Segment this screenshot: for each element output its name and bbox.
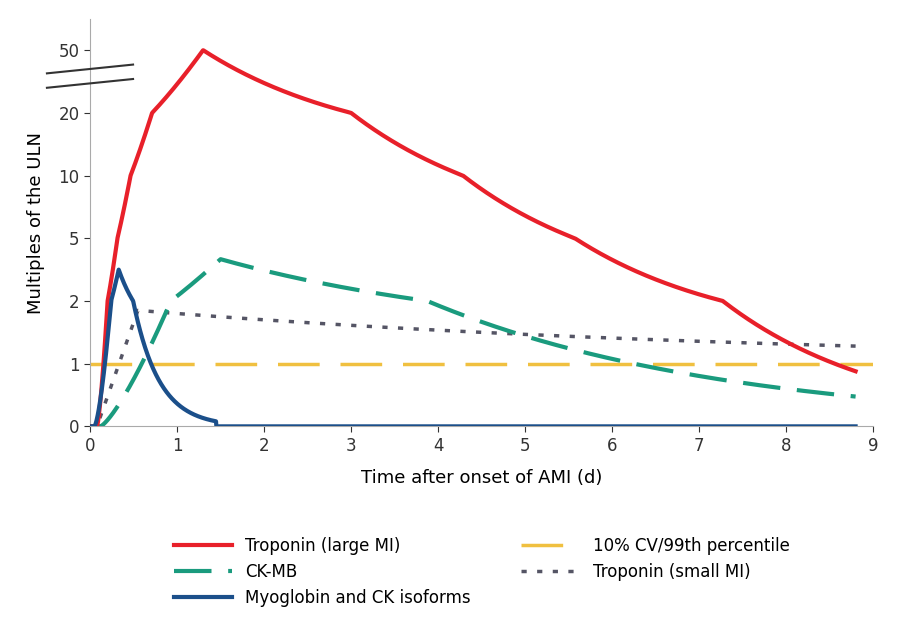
Troponin (large MI) xyxy=(828,359,839,367)
CK-MB xyxy=(850,393,861,400)
Myoglobin and CK isoforms xyxy=(688,423,698,430)
Troponin (large MI) xyxy=(437,163,448,171)
10% CV/99th percentile xyxy=(85,360,95,367)
Myoglobin and CK isoforms xyxy=(85,423,95,430)
Myoglobin and CK isoforms xyxy=(437,423,448,430)
X-axis label: Time after onset of AMI (d): Time after onset of AMI (d) xyxy=(361,468,602,487)
Troponin (small MI) xyxy=(437,327,448,334)
Troponin (small MI) xyxy=(85,423,95,430)
Troponin (large MI) xyxy=(688,289,698,297)
Myoglobin and CK isoforms xyxy=(124,291,135,298)
CK-MB xyxy=(828,391,839,398)
Troponin (large MI) xyxy=(85,423,95,430)
Troponin (small MI) xyxy=(123,332,134,339)
Troponin (small MI) xyxy=(828,342,839,349)
CK-MB xyxy=(215,255,226,263)
Myoglobin and CK isoforms xyxy=(828,423,839,430)
Line: CK-MB: CK-MB xyxy=(90,259,856,426)
CK-MB xyxy=(85,423,95,430)
Line: Troponin (small MI): Troponin (small MI) xyxy=(90,310,856,426)
Y-axis label: Multiples of the ULN: Multiples of the ULN xyxy=(27,132,45,314)
CK-MB xyxy=(688,371,698,379)
Troponin (small MI) xyxy=(828,342,839,349)
10% CV/99th percentile xyxy=(172,360,183,367)
Troponin (large MI) xyxy=(123,180,134,187)
Troponin (small MI) xyxy=(850,342,861,350)
Myoglobin and CK isoforms xyxy=(828,423,839,430)
Troponin (large MI) xyxy=(198,46,209,54)
CK-MB xyxy=(457,311,468,319)
Myoglobin and CK isoforms xyxy=(850,423,861,430)
Troponin (large MI) xyxy=(457,172,468,179)
CK-MB xyxy=(828,391,839,398)
Legend: Troponin (large MI), CK-MB, Myoglobin and CK isoforms, 10% CV/99th percentile, T: Troponin (large MI), CK-MB, Myoglobin an… xyxy=(174,537,789,607)
Line: Myoglobin and CK isoforms: Myoglobin and CK isoforms xyxy=(90,270,856,426)
Troponin (small MI) xyxy=(688,337,698,345)
Myoglobin and CK isoforms xyxy=(457,423,468,430)
CK-MB xyxy=(123,384,134,391)
Troponin (large MI) xyxy=(850,367,861,375)
CK-MB xyxy=(437,303,448,311)
Myoglobin and CK isoforms xyxy=(113,266,124,273)
Troponin (large MI) xyxy=(828,359,839,367)
Troponin (small MI) xyxy=(132,307,143,314)
Troponin (small MI) xyxy=(457,328,468,335)
Line: Troponin (large MI): Troponin (large MI) xyxy=(90,50,856,426)
